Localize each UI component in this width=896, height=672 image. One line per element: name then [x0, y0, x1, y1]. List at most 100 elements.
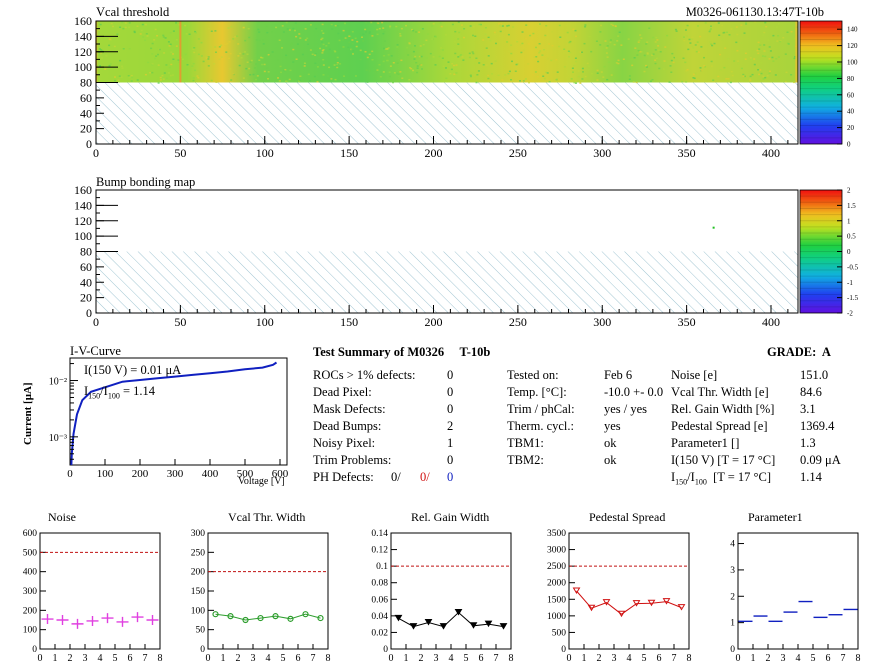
vcal-pixel [515, 63, 518, 66]
colorbar-gradient [799, 20, 843, 145]
vcal-pixel [162, 34, 165, 37]
vcal-pixel [757, 41, 760, 44]
vcal-pixel [228, 57, 230, 60]
vcal-pixel [322, 49, 325, 51]
vcal-pixel [154, 28, 157, 31]
vcal-pixel [392, 81, 394, 84]
vcal-pixel [516, 41, 519, 43]
vcal-pixel [112, 25, 114, 28]
vcal-pixel [696, 41, 699, 43]
vcal-pixel [703, 56, 705, 59]
vcal-pixel [414, 45, 416, 47]
vcal-pixel [366, 56, 369, 59]
vcal-pixel [245, 67, 248, 70]
vcal-pixel [279, 65, 282, 68]
vcal-pixel [365, 22, 367, 24]
vcal-pixel [628, 78, 631, 80]
vcal-pixel [327, 75, 330, 77]
vcal-pixel [744, 58, 747, 60]
vcal-pixel [457, 21, 460, 23]
chart-y-tick-label: 100 [23, 626, 38, 636]
chart-y-tick-label: 1000 [547, 612, 566, 622]
vcal-pixel [255, 39, 258, 41]
vcal-pixel [501, 79, 504, 81]
vcal-pixel [569, 51, 572, 54]
x-tick-label: 100 [256, 315, 274, 329]
vcal-pixel [640, 37, 643, 39]
vcal-pixel [247, 27, 250, 30]
vcal-pixel [401, 77, 404, 79]
vcal-pixel [487, 36, 490, 39]
vcal-pixel [582, 71, 584, 73]
vcal-pixel [662, 68, 665, 70]
vcal-pixel [567, 75, 570, 77]
vcal-pixel [218, 58, 221, 61]
vcal-pixel [253, 67, 256, 69]
data-point [287, 615, 294, 622]
chart-x-tick-label: 0 [736, 653, 741, 664]
vcal-pixel [575, 35, 577, 38]
vcal-pixel [250, 59, 253, 62]
vcal-pixel [384, 48, 387, 50]
vcal-pixel [584, 75, 587, 78]
vcal-pixel [299, 37, 302, 39]
summary-col2: Tested on: Feb 6 Temp. [°C]: -10.0 +- 0.0 … [507, 368, 667, 470]
vcal-pixel [613, 43, 616, 46]
vcal-pixel [763, 50, 766, 52]
vcal-pixel [544, 34, 547, 37]
vcal-pixel [432, 23, 435, 25]
vcal-pixel [144, 73, 147, 76]
vcal-pixel [612, 24, 615, 27]
vcal-pixel [507, 24, 510, 27]
vcal-pixel [499, 30, 502, 33]
vcal-pixel [130, 74, 133, 77]
vcal-pixel [376, 22, 379, 24]
vcal-pixel [768, 46, 771, 48]
vcal-pixel [539, 50, 542, 52]
colorbar-tick-label: 20 [847, 124, 855, 132]
vcal-pixel [538, 51, 541, 54]
vcal-pixel [614, 25, 617, 27]
vcal-pixel [644, 56, 646, 58]
vcal-pixel [727, 58, 730, 60]
vcal-pixel [230, 79, 233, 81]
chart-y-tick-label: 200 [23, 606, 38, 616]
vcal-pixel [719, 53, 722, 56]
vcal-pixel [721, 38, 724, 41]
vcal-pixel [368, 53, 371, 56]
vcal-pixel [582, 76, 585, 78]
data-point [662, 598, 671, 605]
vcal-pixel [214, 30, 217, 32]
vcal-pixel [383, 47, 385, 50]
chart-y-tick-label: 2500 [547, 562, 566, 572]
vcal-pixel [636, 54, 639, 56]
vcal-pixel [499, 24, 502, 26]
vcal-pixel [757, 69, 760, 71]
vcal-pixel [484, 27, 487, 29]
vcal-pixel [507, 72, 510, 75]
chart-x-tick-label: 4 [98, 653, 103, 664]
vcal-pixel [495, 42, 497, 45]
vcal-pixel [454, 52, 457, 55]
vcal-pixel [525, 37, 528, 40]
vcal-pixel [352, 53, 354, 55]
vcal-pixel [711, 44, 714, 47]
vcal-pixel [414, 55, 417, 58]
vcal-pixel [378, 27, 381, 30]
vcal-pixel [336, 24, 339, 27]
vcal-pixel [683, 36, 685, 38]
vcal-pixel [295, 58, 298, 60]
y-tick-label: 140 [74, 198, 92, 212]
vcal-pixel [572, 28, 575, 31]
summary-row: Dead Pixel: 0 [313, 385, 454, 399]
vcal-pixel [769, 48, 772, 51]
vcal-pixel [292, 61, 295, 63]
chart-x-tick-label: 2 [597, 653, 602, 664]
vcal-pixel [720, 35, 723, 38]
vcal-pixel [692, 73, 695, 76]
vcal-pixel [330, 23, 333, 26]
vcal-pixel [471, 51, 474, 53]
x-tick-label: 200 [425, 146, 443, 160]
